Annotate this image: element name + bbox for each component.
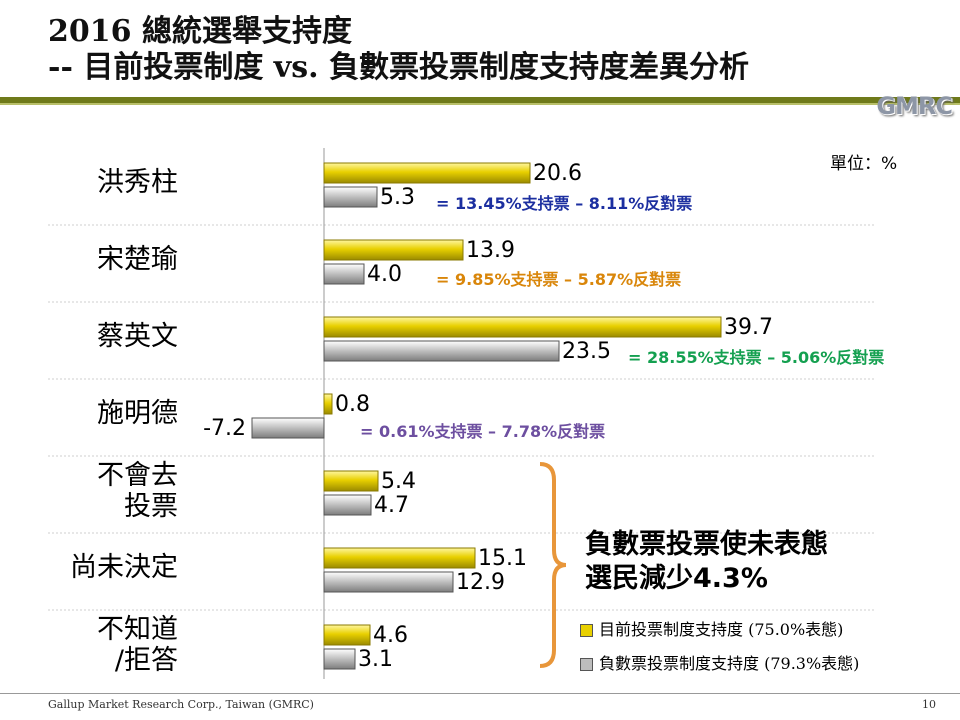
category-label-5: 尚未決定: [28, 552, 178, 583]
header-rule-accent: [0, 103, 960, 105]
legend-swatch-current: [580, 624, 593, 637]
bar-current-3: [323, 393, 333, 415]
header-rule: [0, 97, 960, 103]
bar-current-2: [323, 316, 722, 338]
category-label-line: 投票: [124, 490, 178, 522]
annotation-3: = 0.61%支持票 – 7.78%反對票: [360, 422, 606, 441]
category-label-0: 洪秀柱: [28, 167, 178, 198]
category-label-line: /拒答: [114, 644, 178, 676]
category-label-1: 宋楚瑜: [28, 244, 178, 275]
bar-current-5: [323, 547, 476, 569]
bar-negative-3: [251, 417, 325, 439]
category-label-2: 蔡英文: [28, 321, 178, 352]
footer-text: Gallup Market Research Corp., Taiwan (GM…: [48, 698, 314, 711]
value-label-negative-2: 23.5: [562, 339, 611, 364]
bar-negative-0: [323, 186, 378, 208]
title-line-2: -- 目前投票制度 vs. 負數票投票制度支持度差異分析: [48, 50, 750, 85]
value-label-negative-3: -7.2: [203, 416, 246, 441]
value-label-current-5: 15.1: [478, 546, 527, 571]
annotation-1: = 9.85%支持票 – 5.87%反對票: [436, 270, 682, 289]
category-label-line: 蔡英文: [97, 321, 178, 352]
bar-current-6: [323, 624, 371, 646]
category-label-line: 宋楚瑜: [97, 244, 178, 275]
value-label-negative-0: 5.3: [380, 185, 415, 210]
category-label-line: 施明德: [97, 398, 178, 429]
category-label-line: 不知道: [97, 613, 178, 645]
note-line-2: 選民減少4.3%: [585, 563, 768, 594]
value-label-current-6: 4.6: [373, 623, 408, 648]
value-label-negative-6: 3.1: [358, 647, 393, 672]
page-title: 2016 總統選舉支持度 -- 目前投票制度 vs. 負數票投票制度支持度差異分…: [48, 14, 749, 86]
gmrc-logo: GMRC: [876, 92, 953, 120]
value-label-negative-1: 4.0: [367, 262, 402, 287]
legend-label-current: 目前投票制度支持度 (75.0%表態): [599, 620, 844, 639]
footer-rule: [0, 693, 960, 694]
category-label-line: 尚未決定: [70, 552, 178, 583]
bar-negative-2: [323, 340, 560, 362]
bar-negative-6: [323, 648, 356, 670]
bar-negative-4: [323, 494, 372, 516]
category-label-4: 不會去 投票: [28, 460, 178, 522]
title-line-1: 2016 總統選舉支持度: [48, 14, 352, 49]
value-label-current-0: 20.6: [533, 161, 582, 186]
bar-negative-1: [323, 263, 365, 285]
note-line-1: 負數票投票使未表態: [585, 529, 828, 560]
bar-current-4: [323, 470, 379, 492]
bar-current-1: [323, 239, 464, 261]
value-label-negative-5: 12.9: [456, 570, 505, 595]
page-number: 10: [922, 698, 936, 711]
category-label-line: 洪秀柱: [97, 167, 178, 198]
unit-label: 單位：%: [830, 154, 898, 174]
legend-swatch-negative: [580, 658, 593, 671]
legend-label-negative: 負數票投票制度支持度 (79.3%表態): [599, 654, 860, 673]
bracket-shape: [539, 462, 567, 668]
value-label-current-1: 13.9: [466, 238, 515, 263]
legend-item-negative: 負數票投票制度支持度 (79.3%表態): [580, 650, 859, 674]
annotation-0: = 13.45%支持票 – 8.11%反對票: [436, 194, 693, 213]
category-label-line: 不會去: [97, 459, 178, 491]
legend-item-current: 目前投票制度支持度 (75.0%表態): [580, 616, 843, 640]
value-label-negative-4: 4.7: [374, 493, 409, 518]
bar-negative-5: [323, 571, 454, 593]
value-label-current-4: 5.4: [381, 469, 416, 494]
annotation-2: = 28.55%支持票 – 5.06%反對票: [628, 348, 885, 367]
value-label-current-2: 39.7: [724, 315, 773, 340]
note-text: 負數票投票使未表態 選民減少4.3%: [585, 528, 828, 596]
bar-current-0: [323, 162, 531, 184]
category-label-6: 不知道/拒答: [28, 614, 178, 676]
category-label-3: 施明德: [28, 398, 178, 429]
value-label-current-3: 0.8: [335, 392, 370, 417]
